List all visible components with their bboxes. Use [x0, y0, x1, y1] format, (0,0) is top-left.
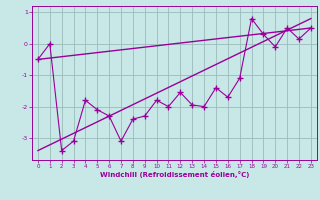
X-axis label: Windchill (Refroidissement éolien,°C): Windchill (Refroidissement éolien,°C): [100, 171, 249, 178]
